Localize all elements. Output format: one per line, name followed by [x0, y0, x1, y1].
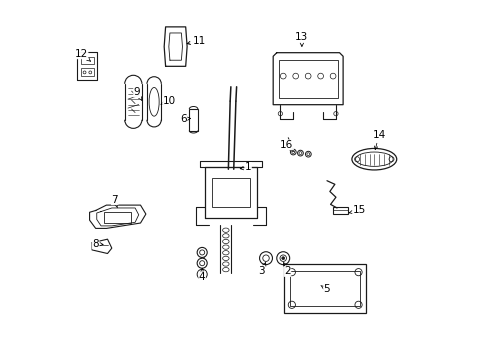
Bar	[284, 264, 366, 313]
Bar	[81, 57, 94, 64]
Ellipse shape	[281, 257, 284, 260]
Text: 7: 7	[111, 195, 118, 208]
Text: 8: 8	[92, 239, 103, 249]
Text: 16: 16	[280, 140, 293, 152]
Text: 9: 9	[133, 87, 142, 100]
Text: 5: 5	[320, 284, 329, 294]
Text: 13: 13	[295, 32, 308, 46]
Bar	[212, 178, 249, 207]
Bar	[189, 109, 198, 131]
Bar	[333, 207, 348, 214]
Text: 10: 10	[161, 96, 175, 106]
Text: 6: 6	[180, 114, 190, 124]
Bar	[290, 271, 359, 306]
Text: 4: 4	[199, 269, 205, 282]
Text: 2: 2	[283, 262, 290, 276]
Text: 14: 14	[371, 130, 385, 150]
Bar	[81, 68, 94, 76]
Text: 3: 3	[258, 262, 265, 276]
Text: 1: 1	[240, 162, 251, 172]
Bar	[278, 60, 337, 98]
Text: 11: 11	[187, 36, 206, 46]
Bar	[104, 212, 131, 223]
Text: 12: 12	[75, 49, 90, 61]
Text: 15: 15	[348, 206, 365, 216]
